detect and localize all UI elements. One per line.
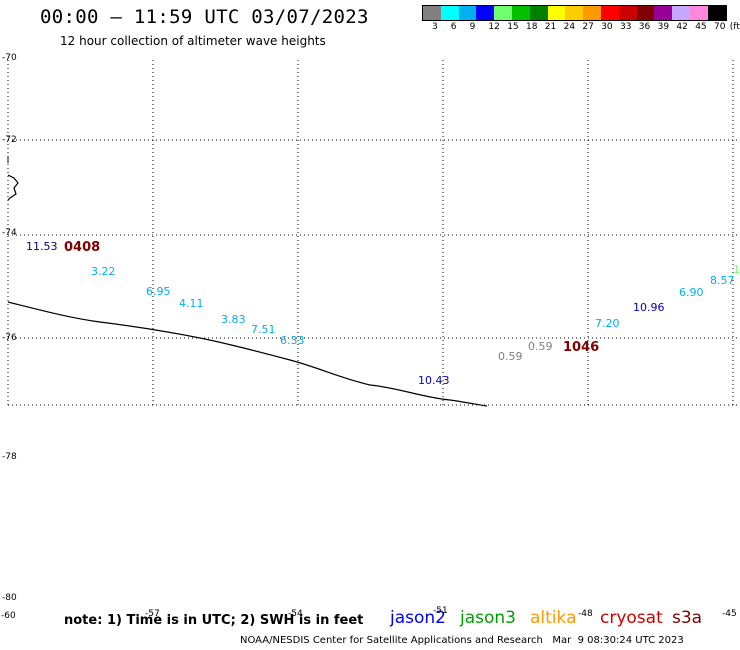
wave-height-value: 3.22 [91,265,116,278]
scale-swatch [529,6,548,20]
scale-label: 3 [432,22,438,32]
wave-height-value: 1 [733,263,740,276]
coastline [7,301,488,407]
scale-swatch [511,6,530,20]
lat-label: -70 [2,53,17,63]
lat-labels: -70 -72 -74 -76 -78 -80 [2,53,17,603]
scale-swatch [440,6,459,20]
scale-swatch [565,6,584,20]
scale-label: 42 [676,22,688,32]
scale-swatch [494,6,512,20]
satellite-s3a: s3a [672,608,703,628]
wave-height-value: 11.53 [26,240,58,253]
scale-label: (ft) [729,22,740,32]
map-title: 00:00 — 11:59 UTC 03/07/2023 [40,6,369,28]
scale-swatch [458,6,477,20]
wave-height-value: 7.20 [595,317,620,330]
scale-swatch [583,6,601,20]
lon-label: -57 [145,609,160,619]
scale-swatch [707,6,726,20]
scale-label: 36 [638,22,651,32]
wave-height-value: 0.59 [528,340,553,353]
scale-label: 30 [601,22,613,32]
island-outline [7,174,19,201]
time-label: 0408 [64,240,100,255]
scale-swatch [618,6,637,20]
scale-swatch [689,6,708,20]
satellite-altika: altika [530,608,577,628]
scale-label: 45 [695,22,707,32]
lon-label: -54 [288,609,303,619]
scale-swatch [423,6,441,20]
satellite-cryosat: cryosat [600,608,663,628]
lon-label: -48 [578,609,593,619]
scale-label: 27 [582,22,594,32]
wave-height-value: 10.96 [633,301,665,314]
scale-label: 6 [450,22,457,32]
lat-label: -76 [2,333,17,343]
satellite-jason3: jason3 [460,608,516,628]
lat-label: -80 [2,593,17,603]
wave-height-value: 3.83 [221,313,246,326]
color-scale-legend [422,5,727,21]
wave-height-value: 10.43 [418,374,450,387]
scale-swatch [654,6,673,20]
scale-label: 39 [657,22,670,32]
wave-height-value: 6.90 [679,286,704,299]
scale-swatch [600,6,619,20]
lon-label: -60 [1,611,16,621]
scale-label: 70 [714,22,726,32]
wave-height-value: 8.57 [710,274,735,287]
scale-swatch [476,6,495,20]
wave-height-value: 6.95 [146,285,171,298]
scale-swatch [672,6,690,20]
lat-label: -74 [2,228,17,238]
wave-height-labels: 11.53 3.22 6.95 4.11 3.83 7.51 6.33 10.43 0.59 0.… [26,240,740,387]
satellite-jason2: jason2 [390,608,446,628]
scale-label: 21 [544,22,557,32]
scale-swatch [636,6,655,20]
scale-label: 24 [563,22,576,32]
grid [7,60,740,406]
scale-label: 9 [469,22,476,32]
scale-label: 12 [488,22,500,32]
scale-swatch [547,6,566,20]
wave-height-value: 4.11 [179,297,204,310]
wave-height-value: 6.33 [280,334,305,347]
lon-label: -45 [722,609,737,619]
time-labels: 0408 1046 [64,240,599,355]
lat-label: -72 [2,135,17,145]
scale-label: 15 [507,22,519,32]
scale-label: 33 [620,22,632,32]
map-subtitle: 12 hour collection of altimeter wave hei… [60,34,326,48]
lat-label: -78 [2,452,17,462]
time-label: 1046 [563,340,599,355]
footer-note: note: 1) Time is in UTC; 2) SWH is in fe… [64,613,364,628]
wave-height-value: 0.59 [498,350,523,363]
wave-height-value: 7.51 [251,323,276,336]
lon-labels: -60 -57 -54 -51 -48 -45 [1,606,737,621]
lon-label: -51 [433,606,448,616]
scale-label: 18 [526,22,538,32]
credit-line: NOAA/NESDIS Center for Satellite Applica… [240,635,684,646]
